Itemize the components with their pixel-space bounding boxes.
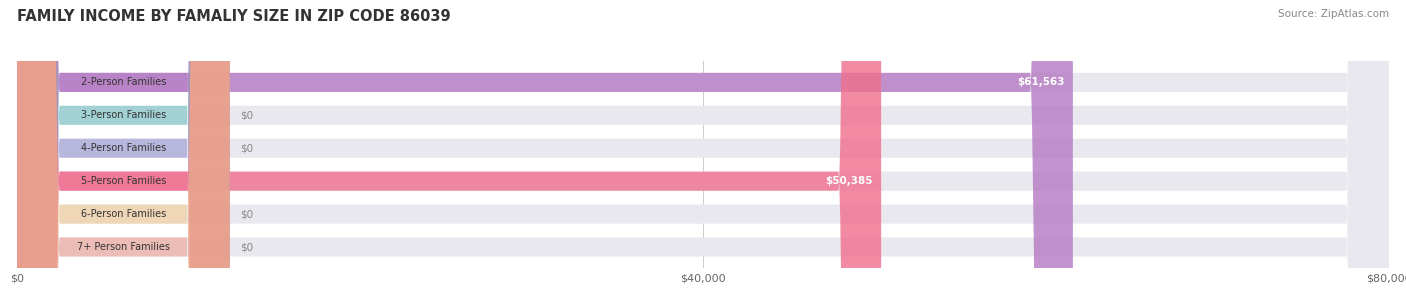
FancyBboxPatch shape	[17, 0, 229, 305]
Text: 3-Person Families: 3-Person Families	[80, 110, 166, 120]
FancyBboxPatch shape	[17, 0, 1389, 305]
Text: FAMILY INCOME BY FAMALIY SIZE IN ZIP CODE 86039: FAMILY INCOME BY FAMALIY SIZE IN ZIP COD…	[17, 9, 450, 24]
FancyBboxPatch shape	[17, 0, 1389, 305]
FancyBboxPatch shape	[17, 0, 1073, 305]
FancyBboxPatch shape	[17, 0, 1389, 305]
Text: 2-Person Families: 2-Person Families	[80, 77, 166, 88]
FancyBboxPatch shape	[17, 0, 1389, 305]
FancyBboxPatch shape	[17, 0, 229, 305]
Text: 5-Person Families: 5-Person Families	[80, 176, 166, 186]
Text: $50,385: $50,385	[825, 176, 873, 186]
FancyBboxPatch shape	[17, 0, 1389, 305]
FancyBboxPatch shape	[17, 0, 229, 305]
Text: $0: $0	[240, 143, 253, 153]
Text: $0: $0	[240, 209, 253, 219]
FancyBboxPatch shape	[17, 0, 229, 305]
Text: $61,563: $61,563	[1017, 77, 1064, 88]
Text: 4-Person Families: 4-Person Families	[80, 143, 166, 153]
FancyBboxPatch shape	[17, 0, 229, 305]
Text: 6-Person Families: 6-Person Families	[80, 209, 166, 219]
Text: $0: $0	[240, 242, 253, 252]
FancyBboxPatch shape	[17, 0, 882, 305]
FancyBboxPatch shape	[17, 0, 229, 305]
Text: 7+ Person Families: 7+ Person Families	[77, 242, 170, 252]
FancyBboxPatch shape	[17, 0, 1389, 305]
Text: Source: ZipAtlas.com: Source: ZipAtlas.com	[1278, 9, 1389, 19]
Text: $0: $0	[240, 110, 253, 120]
